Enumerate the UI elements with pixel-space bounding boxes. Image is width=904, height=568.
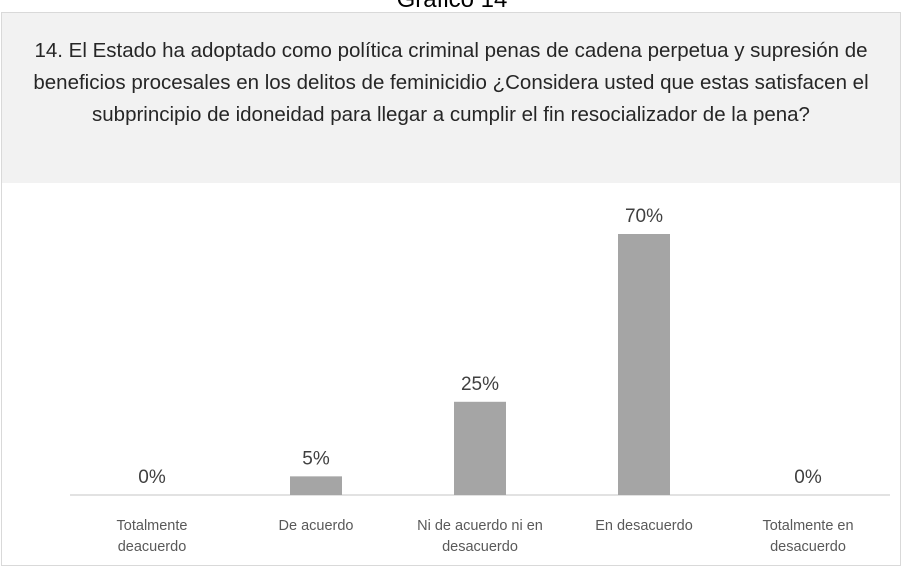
chart-title: 14. El Estado ha adoptado como política … [33, 39, 869, 126]
data-label: 0% [794, 467, 822, 488]
x-tick-label: Ni de acuerdo ni en [417, 518, 543, 534]
data-label: 70% [625, 206, 663, 227]
x-tick-label: De acuerdo [279, 518, 354, 534]
data-label: 0% [138, 467, 166, 488]
data-label: 25% [461, 374, 499, 395]
x-tick-label: desacuerdo [442, 539, 518, 555]
x-tick-label: deacuerdo [118, 539, 187, 555]
x-tick-label: Totalmente [117, 518, 188, 534]
chart-frame: 14. El Estado ha adoptado como política … [1, 12, 901, 566]
x-tick-label: desacuerdo [770, 539, 846, 555]
data-label: 5% [302, 448, 330, 469]
chart-title-band [2, 13, 900, 183]
bar [618, 234, 670, 495]
page-header: Gráfico 14 [0, 0, 904, 14]
bar [454, 401, 506, 495]
x-tick-label: Totalmente en [762, 518, 853, 534]
bar [290, 476, 342, 495]
x-tick-label: En desacuerdo [595, 518, 693, 534]
